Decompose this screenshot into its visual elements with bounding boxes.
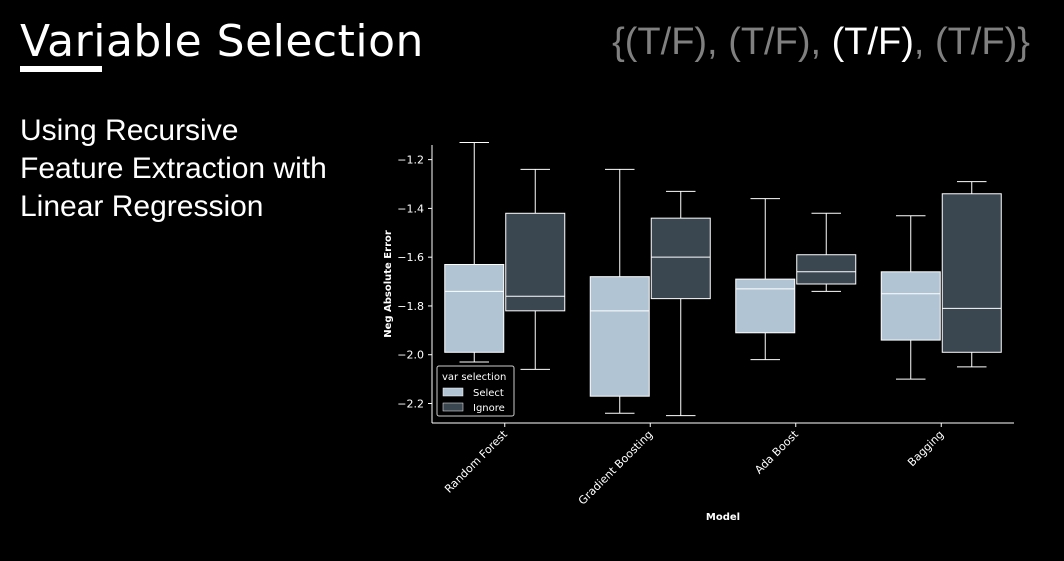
legend-swatch-ignore: [442, 402, 464, 412]
y-tick-label: −1.4: [397, 202, 424, 215]
legend-label-select: Select: [473, 388, 504, 399]
y-tick-label: −2.0: [397, 349, 424, 362]
legend-swatch-select: [442, 387, 464, 397]
x-axis-label: Model: [706, 512, 740, 523]
tf-part-highlight: (T/F): [831, 21, 914, 63]
tf-part-1: {(T/F),: [612, 21, 729, 63]
title-underline: [20, 66, 102, 72]
box-ignore: [650, 217, 711, 300]
y-tick-label: −1.2: [397, 154, 424, 167]
box-select: [589, 276, 650, 397]
tf-part-2: (T/F),: [728, 21, 832, 63]
y-axis-label: Neg Absolute Error: [383, 230, 394, 338]
x-tick-label: Random Forest: [442, 427, 510, 495]
x-tick-label: Bagging: [905, 428, 946, 469]
box-ignore: [941, 193, 1002, 353]
x-tick-label: Gradient Boosting: [576, 428, 656, 508]
y-tick-label: −1.8: [397, 300, 424, 313]
box-ignore: [505, 212, 566, 312]
slide-title: Variable Selection: [20, 16, 424, 67]
y-tick-label: −2.2: [397, 397, 424, 410]
legend-title: var selection: [442, 372, 506, 383]
tf-part-4: , (T/F)}: [913, 21, 1030, 63]
box-ignore: [796, 254, 857, 285]
box-select: [444, 263, 505, 353]
x-tick-label: Ada Boost: [752, 427, 801, 476]
slide-subtitle: Using Recursive Feature Extraction with …: [20, 114, 327, 223]
tf-sequence: {(T/F), (T/F), (T/F), (T/F)}: [612, 14, 1030, 70]
box-select: [735, 278, 796, 334]
y-tick-label: −1.6: [397, 251, 424, 264]
box-select: [880, 271, 941, 341]
legend-label-ignore: Ignore: [473, 403, 505, 414]
